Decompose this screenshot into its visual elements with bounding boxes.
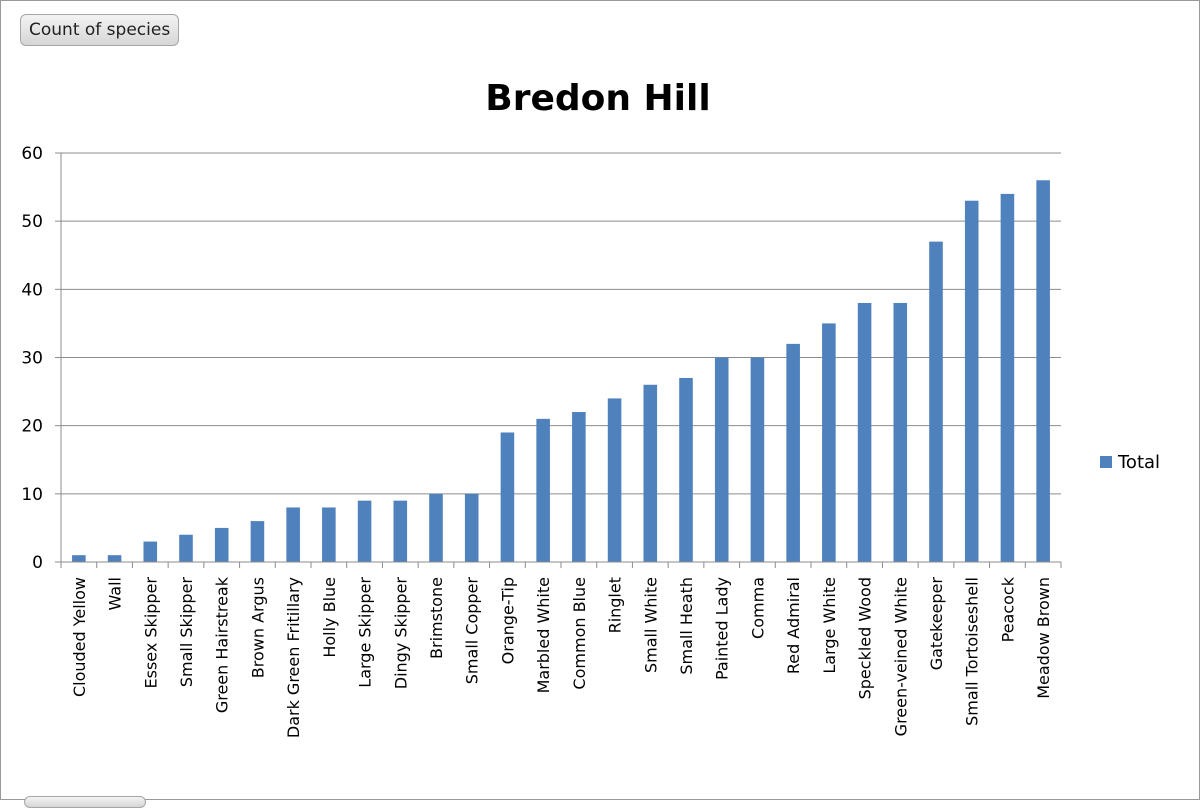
bars (72, 180, 1050, 562)
x-tick-label: Comma (748, 577, 767, 639)
x-tick-label: Clouded Yellow (70, 577, 89, 697)
bar (822, 323, 836, 562)
y-tick-label: 20 (21, 417, 43, 437)
x-tick-label: Large Skipper (356, 577, 375, 688)
legend-label: Total (1117, 452, 1160, 473)
bar (214, 527, 229, 562)
bar (857, 302, 872, 562)
x-tick-label: Small Skipper (177, 577, 196, 688)
bar (179, 534, 193, 562)
x-tick-label: Green Hairstreak (213, 576, 232, 713)
x-tick-label: Marbled White (534, 577, 553, 693)
y-tick-label: 30 (21, 349, 43, 369)
bar (607, 398, 622, 562)
bar (250, 521, 265, 562)
bar (429, 493, 443, 562)
bar (536, 418, 550, 562)
x-tick-label: Orange-Tip (498, 577, 517, 664)
bar (643, 384, 658, 562)
x-tick-label: Peacock (998, 576, 1017, 642)
bar (786, 343, 800, 562)
x-tick-label: Ringlet (606, 577, 625, 633)
y-tick-label: 40 (21, 280, 43, 300)
x-tick-label: Wall (106, 577, 125, 611)
x-tick-label: Meadow Brown (1034, 577, 1053, 699)
legend: Total (1100, 452, 1160, 473)
gridlines (61, 152, 1061, 495)
bar (964, 200, 979, 562)
count-of-species-field-button[interactable]: Count of species (20, 14, 180, 46)
bar (750, 357, 765, 562)
x-tick-label: Dingy Skipper (391, 577, 410, 690)
bar (393, 500, 408, 562)
bar (107, 555, 122, 562)
bar (286, 507, 300, 562)
bar (322, 507, 336, 562)
y-tick-label: 10 (21, 485, 43, 505)
x-tick-label: Gatekeeper (927, 577, 946, 671)
x-tick-label: Holly Blue (320, 577, 339, 658)
bar (1000, 193, 1015, 562)
x-tick-label: Small White (641, 577, 660, 673)
x-tick-label: Small Tortoiseshell (963, 577, 982, 726)
x-tick-label: Painted Lady (713, 577, 732, 680)
bar (572, 412, 586, 562)
y-tick-label: 0 (32, 553, 43, 573)
bar (464, 493, 479, 562)
tick-labels: 0 10 20 30 40 50 60 Clouded Yellow Wall Essex Ski… (21, 144, 1053, 738)
bar (143, 541, 158, 562)
x-tick-label: Dark Green Fritillary (284, 577, 303, 738)
bar (357, 500, 372, 562)
x-tick-label: Red Admiral (784, 577, 803, 674)
x-tick-label: Speckled Wood (856, 577, 875, 699)
chart-title: Bredon Hill (485, 78, 710, 119)
y-tick-label: 60 (21, 144, 43, 164)
x-tick-label: Brown Argus (248, 577, 267, 678)
x-tick-label: Large White (820, 577, 839, 674)
x-tick-label: Small Heath (677, 577, 696, 675)
y-tick-label: 50 (21, 212, 43, 232)
bar (1036, 180, 1050, 562)
bar (929, 241, 943, 562)
axes (55, 152, 1062, 568)
bar (714, 357, 729, 562)
bar (893, 302, 908, 562)
x-tick-label: Brimstone (427, 577, 446, 659)
bar (500, 432, 515, 562)
x-tick-label: Essex Skipper (141, 577, 160, 689)
legend-swatch (1100, 456, 1112, 468)
x-tick-label: Green-veined White (891, 577, 910, 736)
bar (72, 555, 86, 562)
x-tick-label: Common Blue (570, 577, 589, 690)
bar (679, 377, 693, 562)
x-tick-label: Small Copper (463, 577, 482, 685)
